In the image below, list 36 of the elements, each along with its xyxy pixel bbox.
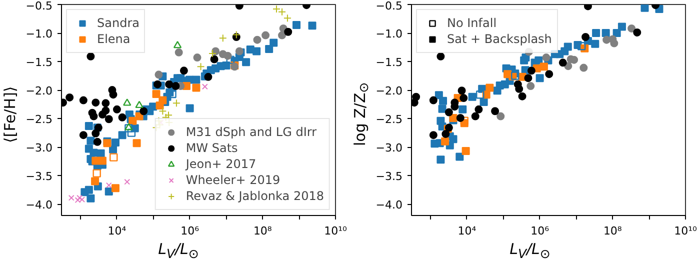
x-tick-label: 10⁶ (180, 224, 200, 238)
y-tick-label: −3.5 (376, 170, 403, 184)
y-tick-label: −2.5 (376, 113, 403, 126)
x-tick-label: 10⁸ (253, 224, 272, 238)
legend-label: Wheeler+ 2019 (186, 172, 280, 188)
legend-label: No Infall (447, 15, 497, 31)
legend-label: Sandra (97, 15, 140, 31)
y-tick-label: −3.0 (376, 142, 403, 155)
legend-label: Sat + Backsplash (447, 31, 552, 47)
x-axis-title: L$_{V}$/L$_{⊙}$ (508, 240, 552, 261)
y-tick-label: −3.0 (26, 142, 53, 155)
y-tick-label: −1.0 (376, 28, 403, 41)
x-tick-label: 10⁴ (108, 224, 127, 238)
y-tick-label: −1.5 (376, 56, 403, 70)
y-tick-label: −2.0 (26, 84, 53, 98)
legend-label: MW Sats (186, 140, 238, 156)
y-tick-label: −2.0 (376, 84, 403, 98)
y-tick-label: −1.5 (26, 56, 53, 70)
y-tick-label: −1.0 (26, 28, 53, 41)
x-tick-label: 10¹⁰ (324, 224, 348, 238)
legend-label: M31 dSph and LG dIrr (186, 124, 317, 140)
y-tick-label: −4.0 (376, 198, 403, 212)
y-tick-label: −2.5 (26, 113, 53, 126)
y-tick-label: −0.5 (26, 0, 53, 12)
legend-label: Jeon+ 2017 (186, 156, 256, 172)
x-axis-title: L$_{V}$/L$_{⊙}$ (157, 240, 200, 261)
y-axis-title: ⟨[Fe/H]⟩ (0, 85, 20, 145)
x-tick-label: 10¹⁰ (674, 224, 698, 238)
x-tick-label: 10⁴ (458, 224, 477, 238)
x-tick-label: 10⁸ (603, 224, 622, 238)
y-tick-label: −4.0 (26, 198, 53, 212)
y-tick-label: −0.5 (376, 0, 403, 12)
legend-label: Revaz & Jablonka 2018 (186, 188, 324, 204)
legend-label: Elena (97, 31, 130, 47)
y-tick-label: −3.5 (26, 170, 53, 184)
x-tick-label: 10⁶ (530, 224, 550, 238)
